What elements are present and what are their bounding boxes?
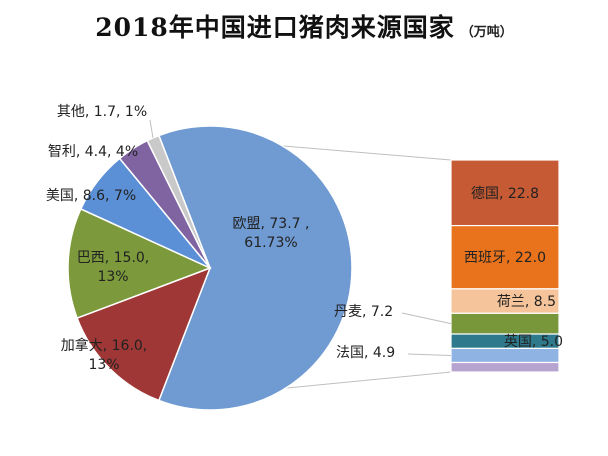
leader-line-other xyxy=(149,119,154,139)
breakdown-bar xyxy=(450,159,560,373)
bar-segment-3 xyxy=(450,312,560,335)
pie-label-4: 智利, 4.4, 4% xyxy=(48,144,138,160)
pie-slice-1 xyxy=(76,266,212,402)
pie-label-3: 美国, 8.6, 7% xyxy=(46,188,136,204)
pie-label-2: 巴西, 15.0, xyxy=(77,250,150,266)
bar-segment-6 xyxy=(450,361,560,373)
bar-label-1: 西班牙, 22.0 xyxy=(464,250,546,266)
leader-line-3 xyxy=(401,312,452,325)
bar-segment-1 xyxy=(450,224,560,290)
data-labels: 欧盟, 73.7 , 61.73% 加拿大, 16.0, 13% 巴西, 15.0, 13… xyxy=(46,104,563,373)
bar-label-2: 荷兰, 8.5 xyxy=(497,294,556,310)
bar-segment-5 xyxy=(450,347,560,364)
pie-label-0: 欧盟, 73.7 , xyxy=(233,216,310,232)
bar-label-4: 英国, 5.0 xyxy=(504,333,563,350)
pie-label-percent-2: 13% xyxy=(97,269,128,285)
pie-slice-5 xyxy=(146,134,211,269)
pie-label-1: 加拿大, 16.0, xyxy=(61,337,148,354)
bar-label-5: 法国, 4.9 xyxy=(336,345,395,361)
pie-label-5: 其他, 1.7, 1% xyxy=(57,104,147,120)
chart-title: 2018年中国进口猪肉来源国家 xyxy=(95,13,455,42)
bar-segment-0 xyxy=(450,159,560,227)
leader-line-5 xyxy=(407,353,452,356)
pie-label-percent-0: 61.73% xyxy=(244,235,297,251)
pie-slice-0 xyxy=(157,125,353,411)
bar-label-0: 德国, 22.8 xyxy=(471,186,539,202)
pie-label-percent-1: 13% xyxy=(88,357,119,373)
pie xyxy=(67,125,353,411)
bar-segment-2 xyxy=(450,288,560,314)
chart-title-row: 2018年中国进口猪肉来源国家 （万吨） xyxy=(0,8,608,44)
chart-unit: （万吨） xyxy=(460,25,513,40)
pie-slice-2 xyxy=(67,207,212,320)
bar-label-3: 丹麦, 7.2 xyxy=(334,304,393,320)
